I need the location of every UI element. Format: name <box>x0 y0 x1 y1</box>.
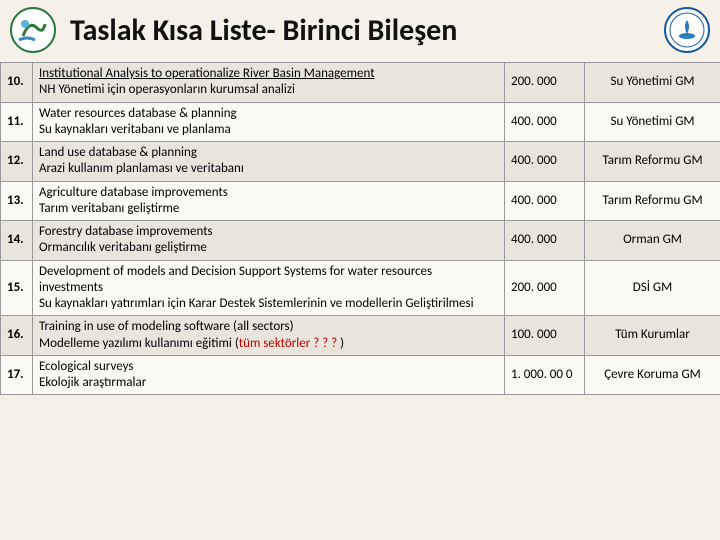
desc-tr: Ormancılık veritabanı geliştirme <box>39 240 207 255</box>
desc-tr-red: tüm sektörler ? ? ? <box>239 336 340 351</box>
row-department: Tarım Reformu GM <box>585 142 720 182</box>
desc-en: Institutional Analysis to operationalize… <box>39 66 375 81</box>
row-description: Agriculture database improvements Tarım … <box>33 181 505 221</box>
table-row: 13. Agriculture database improvements Ta… <box>1 181 720 221</box>
table-row: 16. Training in use of modeling software… <box>1 316 720 356</box>
desc-en: Forestry database improvements <box>39 224 213 239</box>
table-row: 11. Water resources database & planning … <box>1 102 720 142</box>
row-number: 17. <box>1 355 33 395</box>
row-value: 200. 000 <box>505 63 585 103</box>
row-department: Orman GM <box>585 221 720 261</box>
row-department: Su Yönetimi GM <box>585 102 720 142</box>
desc-tr: Ekolojik araştırmalar <box>39 375 146 390</box>
table-row: 17. Ecological surveys Ekolojik araştırm… <box>1 355 720 395</box>
row-value: 200. 000 <box>505 260 585 316</box>
desc-en: Water resources database & planning <box>39 106 237 121</box>
ministry-logo-right <box>662 5 712 55</box>
row-description: Development of models and Decision Suppo… <box>33 260 505 316</box>
table-row: 15. Development of models and Decision S… <box>1 260 720 316</box>
shortlist-table: 10. Institutional Analysis to operationa… <box>0 62 720 395</box>
desc-tr: Su kaynakları veritabanı ve planlama <box>39 122 231 137</box>
row-department: Su Yönetimi GM <box>585 63 720 103</box>
row-value: 400. 000 <box>505 102 585 142</box>
desc-tr: NH Yönetimi için operasyonların kurumsal… <box>39 82 295 97</box>
row-number: 13. <box>1 181 33 221</box>
row-number: 14. <box>1 221 33 261</box>
row-description: Training in use of modeling software (al… <box>33 316 505 356</box>
row-description: Institutional Analysis to operationalize… <box>33 63 505 103</box>
row-description: Water resources database & planning Su k… <box>33 102 505 142</box>
row-number: 12. <box>1 142 33 182</box>
row-value: 400. 000 <box>505 142 585 182</box>
table-body: 10. Institutional Analysis to operationa… <box>1 63 720 395</box>
row-department: DSİ GM <box>585 260 720 316</box>
row-department: Çevre Koruma GM <box>585 355 720 395</box>
row-description: Ecological surveys Ekolojik araştırmalar <box>33 355 505 395</box>
table-row: 12. Land use database & planning Arazi k… <box>1 142 720 182</box>
desc-en: Land use database & planning <box>39 145 197 160</box>
desc-tr: Su kaynakları yatırımları için Karar Des… <box>39 296 474 311</box>
desc-en: Development of models and Decision Suppo… <box>39 264 432 295</box>
row-value: 1. 000. 00 0 <box>505 355 585 395</box>
row-department: Tüm Kurumlar <box>585 316 720 356</box>
row-value: 100. 000 <box>505 316 585 356</box>
row-department: Tarım Reformu GM <box>585 181 720 221</box>
page-title: Taslak Kısa Liste- Birinci Bileşen <box>58 12 662 49</box>
table-row: 10. Institutional Analysis to operationa… <box>1 63 720 103</box>
row-value: 400. 000 <box>505 181 585 221</box>
table-row: 14. Forestry database improvements Orman… <box>1 221 720 261</box>
row-number: 10. <box>1 63 33 103</box>
row-number: 16. <box>1 316 33 356</box>
desc-en: Agriculture database improvements <box>39 185 228 200</box>
desc-tr-prefix: Modelleme yazılımı kullanımı eğitimi ( <box>39 336 239 351</box>
row-value: 400. 000 <box>505 221 585 261</box>
desc-tr: Tarım veritabanı geliştirme <box>39 201 179 216</box>
desc-tr: Arazi kullanım planlaması ve veritabanı <box>39 161 244 176</box>
desc-en: Ecological surveys <box>39 359 133 374</box>
desc-en: Training in use of modeling software (al… <box>39 319 294 334</box>
ministry-logo-left <box>8 5 58 55</box>
row-description: Land use database & planning Arazi kulla… <box>33 142 505 182</box>
desc-tr-suffix: ) <box>340 336 344 351</box>
row-number: 11. <box>1 102 33 142</box>
row-number: 15. <box>1 260 33 316</box>
row-description: Forestry database improvements Ormancılı… <box>33 221 505 261</box>
header: Taslak Kısa Liste- Birinci Bileşen <box>0 0 720 62</box>
